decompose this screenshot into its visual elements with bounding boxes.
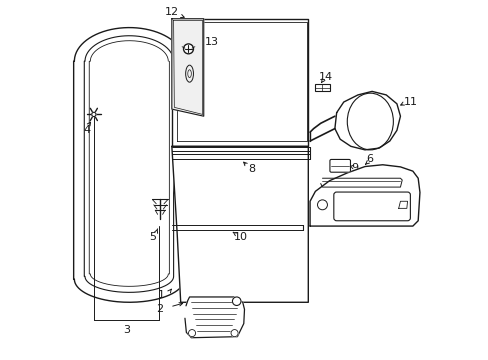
Text: 3: 3 bbox=[123, 325, 130, 334]
Circle shape bbox=[232, 297, 241, 306]
FancyBboxPatch shape bbox=[329, 159, 350, 172]
Text: 12: 12 bbox=[164, 7, 179, 17]
Circle shape bbox=[183, 44, 193, 54]
Text: 7: 7 bbox=[232, 303, 239, 312]
Text: 11: 11 bbox=[403, 97, 417, 107]
Text: 8: 8 bbox=[247, 165, 255, 174]
Text: 10: 10 bbox=[233, 232, 247, 242]
Circle shape bbox=[92, 112, 96, 117]
Text: 4: 4 bbox=[83, 125, 90, 135]
Text: 9: 9 bbox=[350, 163, 357, 172]
Text: 6: 6 bbox=[365, 154, 372, 164]
Polygon shape bbox=[171, 19, 307, 146]
Circle shape bbox=[188, 329, 195, 337]
Text: 13: 13 bbox=[204, 37, 218, 47]
Text: 14: 14 bbox=[318, 72, 332, 82]
Bar bbox=[314, 84, 329, 91]
Text: 5: 5 bbox=[148, 232, 156, 242]
Polygon shape bbox=[74, 28, 184, 302]
Polygon shape bbox=[309, 165, 419, 226]
Text: 2: 2 bbox=[156, 304, 163, 314]
Polygon shape bbox=[171, 146, 307, 302]
Polygon shape bbox=[334, 91, 400, 150]
Text: 1: 1 bbox=[158, 290, 164, 300]
Polygon shape bbox=[184, 297, 244, 338]
Bar bbox=[314, 84, 329, 91]
Circle shape bbox=[230, 329, 238, 337]
Polygon shape bbox=[171, 19, 203, 116]
